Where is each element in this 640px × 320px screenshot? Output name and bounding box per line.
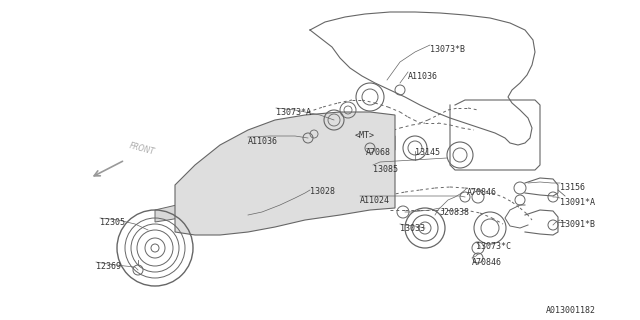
Polygon shape (155, 135, 395, 222)
Text: A013001182: A013001182 (546, 306, 596, 315)
Text: 13091*A: 13091*A (560, 198, 595, 207)
Text: 12369: 12369 (96, 262, 121, 271)
Text: A11024: A11024 (360, 196, 390, 205)
Text: A11036: A11036 (248, 137, 278, 146)
Text: 12305: 12305 (100, 218, 125, 227)
Text: 13085: 13085 (373, 165, 398, 174)
Text: 13091*B: 13091*B (560, 220, 595, 229)
Text: 13073*C: 13073*C (476, 242, 511, 251)
Text: 13028: 13028 (310, 187, 335, 196)
Text: A11036: A11036 (408, 72, 438, 81)
Text: A70846: A70846 (472, 258, 502, 267)
Text: 13073*A: 13073*A (276, 108, 311, 117)
Text: <MT>: <MT> (355, 131, 375, 140)
Text: 13145: 13145 (415, 148, 440, 157)
Polygon shape (175, 112, 395, 235)
Text: 13073*B: 13073*B (430, 45, 465, 54)
Text: J20838: J20838 (440, 208, 470, 217)
Text: FRONT: FRONT (128, 141, 156, 157)
Text: 13033: 13033 (400, 224, 425, 233)
Text: A7068: A7068 (366, 148, 391, 157)
Text: 13156: 13156 (560, 183, 585, 192)
Text: A70846: A70846 (467, 188, 497, 197)
